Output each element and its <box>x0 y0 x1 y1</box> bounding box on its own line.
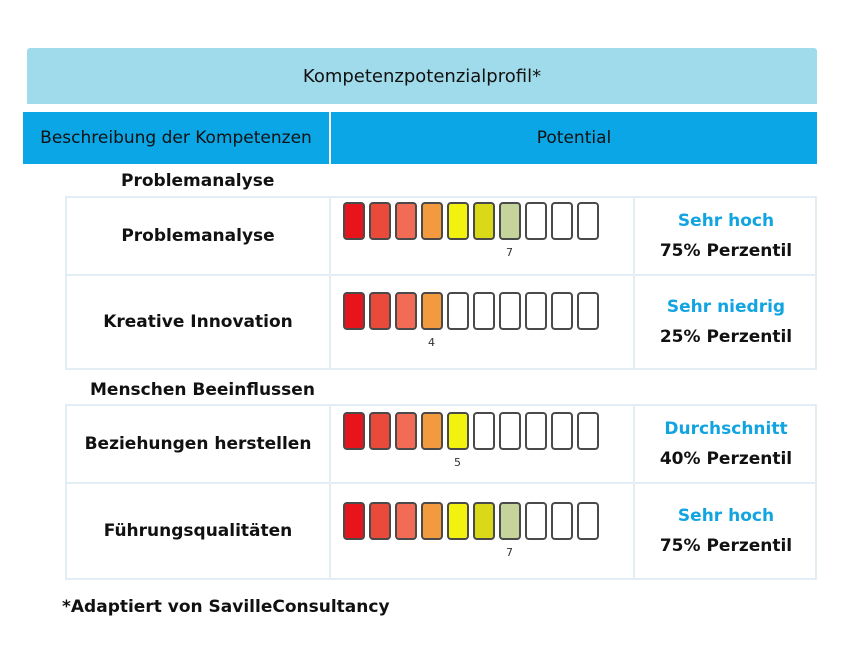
rating-box <box>447 502 469 540</box>
footnote: *Adaptiert von SavilleConsultancy <box>62 597 390 617</box>
rating-box <box>421 502 443 540</box>
rating-box <box>395 292 417 330</box>
rating-box <box>421 292 443 330</box>
result-cell: Durchschnitt 40% Perzentil <box>635 406 817 482</box>
column-header-potential: Potential <box>331 112 817 164</box>
result-cell: Sehr hoch 75% Perzentil <box>635 484 817 578</box>
rating-cell: 7 <box>331 484 635 578</box>
rating-scale: 5 <box>343 412 599 469</box>
rating-box <box>577 202 599 240</box>
rating-cell: 5 <box>331 406 635 482</box>
rating-box <box>499 502 521 540</box>
rating-box <box>395 202 417 240</box>
rating-box <box>499 412 521 450</box>
rating-value: 5 <box>454 456 461 469</box>
status-label: Sehr hoch <box>677 211 775 231</box>
rating-box <box>577 292 599 330</box>
rating-box <box>395 412 417 450</box>
rating-box <box>577 502 599 540</box>
rating-box <box>473 412 495 450</box>
rating-box <box>551 202 573 240</box>
rating-box <box>395 502 417 540</box>
rating-box <box>577 412 599 450</box>
competency-name: Kreative Innovation <box>67 276 331 368</box>
rating-box <box>421 202 443 240</box>
rating-box <box>473 202 495 240</box>
rating-box <box>447 412 469 450</box>
column-header-description: Beschreibung der Kompetenzen <box>23 112 329 164</box>
rating-scale: 7 <box>343 502 599 559</box>
rating-box <box>473 292 495 330</box>
rating-scale: 4 <box>343 292 599 349</box>
rating-box <box>343 292 365 330</box>
rating-box <box>551 412 573 450</box>
rating-boxes <box>343 412 599 450</box>
competency-name: Führungsqualitäten <box>67 484 331 578</box>
rating-box <box>473 502 495 540</box>
competency-row: Beziehungen herstellen 5 Durchschnitt 40… <box>65 404 817 484</box>
competency-row: Führungsqualitäten 7 Sehr hoch 75% Perze… <box>65 482 817 580</box>
rating-value: 4 <box>428 336 435 349</box>
rating-box <box>343 412 365 450</box>
competency-name: Problemanalyse <box>67 198 331 274</box>
percentile-label: 75% Perzentil <box>659 241 793 261</box>
rating-boxes <box>343 502 599 540</box>
rating-box <box>369 202 391 240</box>
rating-box <box>499 202 521 240</box>
competency-row: Kreative Innovation 4 Sehr niedrig 25% P… <box>65 274 817 370</box>
rating-box <box>369 502 391 540</box>
percentile-label: 75% Perzentil <box>659 536 793 556</box>
rating-box <box>525 502 547 540</box>
rating-box <box>447 292 469 330</box>
competency-row: Problemanalyse 7 Sehr hoch 75% Perzentil <box>65 196 817 276</box>
rating-box <box>499 292 521 330</box>
rating-cell: 4 <box>331 276 635 368</box>
rating-box <box>421 412 443 450</box>
rating-box <box>551 292 573 330</box>
status-label: Durchschnitt <box>664 419 788 439</box>
section-label-menschen-beeinflussen: Menschen Beeinflussen <box>90 380 315 400</box>
rating-box <box>447 202 469 240</box>
status-label: Sehr hoch <box>677 506 775 526</box>
rating-value: 7 <box>506 246 513 259</box>
status-label: Sehr niedrig <box>666 297 786 317</box>
percentile-label: 40% Perzentil <box>659 449 793 469</box>
profile-title: Kompetenzpotenzialprofil* <box>27 48 817 104</box>
rating-boxes <box>343 202 599 240</box>
rating-boxes <box>343 292 599 330</box>
percentile-label: 25% Perzentil <box>659 327 793 347</box>
competency-name: Beziehungen herstellen <box>67 406 331 482</box>
rating-box <box>525 202 547 240</box>
rating-box <box>369 412 391 450</box>
rating-box <box>369 292 391 330</box>
result-cell: Sehr hoch 75% Perzentil <box>635 198 817 274</box>
rating-box <box>343 502 365 540</box>
rating-value: 7 <box>506 546 513 559</box>
rating-box <box>343 202 365 240</box>
rating-box <box>551 502 573 540</box>
rating-scale: 7 <box>343 202 599 259</box>
result-cell: Sehr niedrig 25% Perzentil <box>635 276 817 368</box>
rating-box <box>525 412 547 450</box>
rating-cell: 7 <box>331 198 635 274</box>
section-label-problemanalyse: Problemanalyse <box>121 171 275 191</box>
rating-box <box>525 292 547 330</box>
